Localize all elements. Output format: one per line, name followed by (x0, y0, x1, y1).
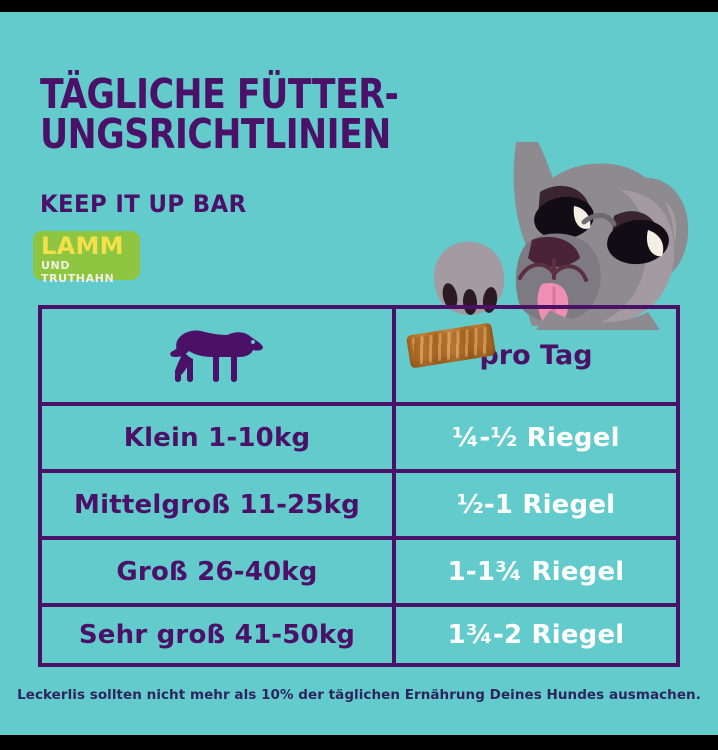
table-cell-size: Sehr groß 41-50kg (42, 607, 392, 663)
flavour-badge-primary: LAMM (41, 232, 124, 260)
amount-label: 1-1¾ Riegel (447, 556, 625, 587)
flavour-badge: LAMM UND TRUTHAHN (33, 231, 140, 285)
footer-note: Leckerlis sollten nicht mehr als 10% der… (17, 687, 701, 703)
table-column-divider (392, 540, 396, 603)
size-label: Groß 26-40kg (116, 556, 318, 587)
table-row: Mittelgroß 11-25kg ½-1 Riegel (42, 469, 676, 536)
amount-label: 1¾-2 Riegel (447, 620, 625, 650)
page-title-line1: TÄGLICHE FÜTTER- (40, 70, 399, 118)
flavour-badge-secondary: UND TRUTHAHN (41, 259, 115, 285)
table-header-portion-label: pro Tag (479, 340, 593, 371)
table-cell-size: Groß 26-40kg (42, 540, 392, 603)
table-cell-amount: ½-1 Riegel (396, 473, 676, 536)
feeding-guidelines-card: TÄGLICHE FÜTTER- UNGSRICHTLINIEN KEEP IT… (0, 12, 718, 735)
feeding-table: pro Tag Klein 1-10kg ¼-½ Riegel Mittelgr… (38, 305, 680, 667)
size-label: Sehr groß 41-50kg (78, 620, 356, 650)
french-bulldog-illustration (424, 130, 718, 330)
table-header-row: pro Tag (42, 309, 676, 402)
table-column-divider (392, 473, 396, 536)
table-row: Klein 1-10kg ¼-½ Riegel (42, 402, 676, 469)
size-label: Klein 1-10kg (123, 422, 311, 453)
table-cell-amount: ¼-½ Riegel (396, 406, 676, 469)
table-cell-amount: 1-1¾ Riegel (396, 540, 676, 603)
table-row: Sehr groß 41-50kg 1¾-2 Riegel (42, 603, 676, 663)
amount-label: ¼-½ Riegel (452, 422, 620, 453)
page-title: TÄGLICHE FÜTTER- UNGSRICHTLINIEN (40, 74, 510, 159)
table-header-dog-cell (42, 309, 392, 402)
amount-label: ½-1 Riegel (456, 489, 616, 520)
table-cell-size: Mittelgroß 11-25kg (42, 473, 392, 536)
table-column-divider (392, 309, 396, 402)
table-cell-size: Klein 1-10kg (42, 406, 392, 469)
size-label: Mittelgroß 11-25kg (74, 489, 360, 520)
dog-silhouette-icon (169, 327, 265, 385)
table-column-divider (392, 607, 396, 663)
table-row: Groß 26-40kg 1-1¾ Riegel (42, 536, 676, 603)
table-cell-amount: 1¾-2 Riegel (396, 607, 676, 663)
table-header-portion-cell: pro Tag (396, 309, 676, 402)
page-title-line2: UNGSRICHTLINIEN (40, 110, 391, 159)
product-subtitle: KEEP IT UP BAR (40, 190, 247, 218)
table-column-divider (392, 406, 396, 469)
